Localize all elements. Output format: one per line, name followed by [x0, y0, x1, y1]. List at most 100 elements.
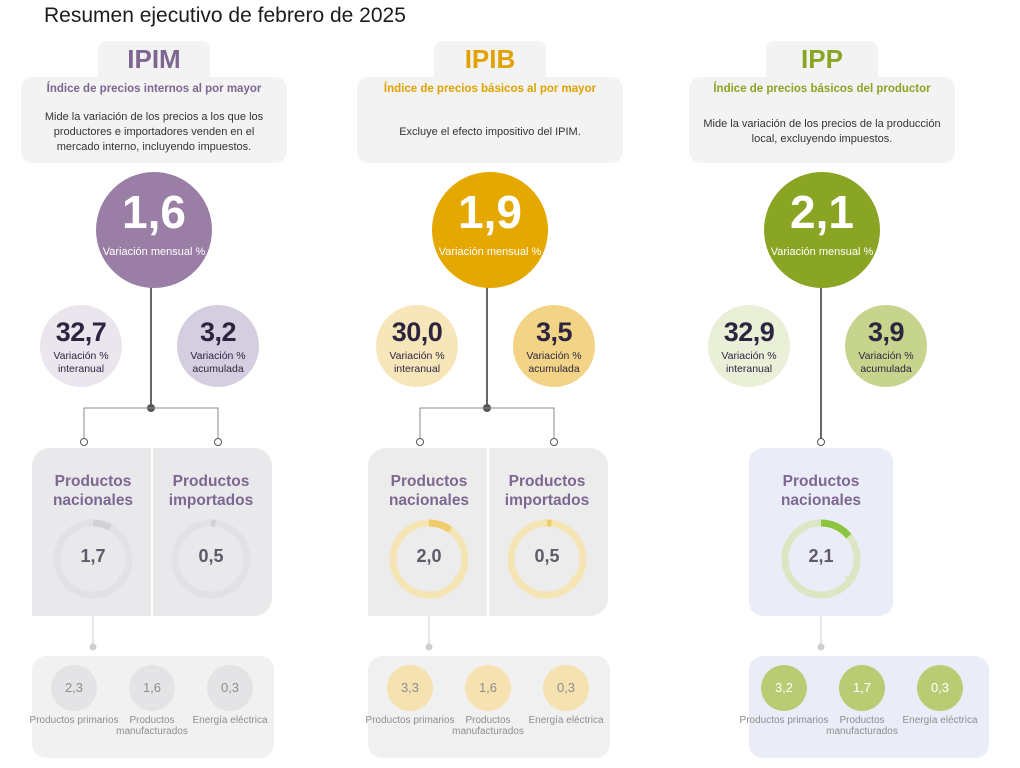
interannual-value: 32,9: [723, 317, 775, 347]
product-variation-value: 2,0: [416, 546, 442, 566]
product-ring-progress: [389, 519, 469, 599]
product-variation-value: 0,5: [198, 546, 224, 566]
breakdown-circle: 1,6: [465, 665, 511, 711]
product-ring-progress: [171, 519, 251, 599]
monthly-variation-value: 1,6: [122, 186, 186, 238]
monthly-variation-circle: 2,1 Variación mensual %: [764, 172, 880, 288]
breakdown-box: 3,3 Productos primarios 1,6 Productos manuf…: [366, 656, 610, 758]
product-ring-arrowhead: [235, 575, 247, 587]
breakdown-circle: 3,2: [761, 665, 807, 711]
breakdown-label: Productos manufacturados: [452, 715, 524, 737]
monthly-variation-value: 1,9: [458, 186, 522, 238]
cumulative-value: 3,9: [867, 317, 905, 347]
sub-link-dot: [425, 643, 433, 651]
branch-node-right: [214, 438, 222, 446]
product-ring: [389, 519, 469, 599]
products-box: Productos nacionales 2,1: [749, 448, 893, 616]
interannual-value: 32,7: [55, 317, 107, 347]
monthly-variation-circle: 1,6 Variación mensual %: [96, 172, 212, 288]
monthly-variation-label: Variación mensual %: [438, 246, 542, 258]
index-subtitle: Índice de precios internos al por mayor: [46, 83, 262, 95]
branch-node-left: [416, 438, 424, 446]
breakdown-circle: 0,3: [917, 665, 963, 711]
index-description: Excluye el efecto impositivo del IPIM.: [399, 125, 581, 138]
monthly-variation-label: Variación mensual %: [102, 246, 206, 258]
breakdown-label: Productos manufacturados: [826, 715, 898, 737]
product-variation-value: 1,7: [80, 546, 106, 566]
index-description: Mide la variación de los precios a los q…: [44, 110, 264, 153]
connector-lines: [416, 285, 558, 651]
product-ring: [507, 519, 587, 599]
product-ring: [171, 519, 251, 599]
breakdown-circle: 1,6: [129, 665, 175, 711]
breakdown-label: Productos primarios: [29, 715, 119, 726]
column-ipim: IPIM Índice de precios internos al por ma…: [3, 0, 303, 768]
index-subtitle: Índice de precios básicos del productor: [713, 83, 931, 95]
products-divider: [151, 448, 153, 616]
product-title: Productos nacionales: [780, 473, 862, 509]
product-variation-value: 2,1: [808, 546, 834, 566]
breakdown-circle: 0,3: [543, 665, 589, 711]
sub-link-dot: [89, 643, 97, 651]
breakdown-label: Energía eléctrica: [902, 715, 978, 726]
index-info-card: Índice de precios internos al por mayor M…: [21, 77, 287, 163]
interannual-variation-circle: 32,7 Variación % interanual: [40, 305, 122, 387]
interannual-label: Variación % interanual: [721, 350, 777, 375]
connector-lines: [817, 285, 825, 651]
product-title: Productos nacionales: [52, 473, 134, 509]
cumulative-value: 3,5: [535, 317, 573, 347]
cumulative-variation-circle: 3,5 Variación % acumulada: [513, 305, 595, 387]
product-ring: [781, 519, 861, 599]
index-tab-ipp: IPP: [766, 41, 878, 77]
product-title: Productos importados: [168, 473, 254, 509]
interannual-variation-circle: 32,9 Variación % interanual: [708, 305, 790, 387]
product-title: Productos nacionales: [388, 473, 470, 509]
product-ring: [53, 519, 133, 599]
branch-node: [817, 438, 825, 446]
cumulative-variation-circle: 3,9 Variación % acumulada: [845, 305, 927, 387]
breakdown-label: Productos primarios: [739, 715, 829, 726]
cumulative-label: Variación % acumulada: [526, 350, 582, 375]
index-info-card: Índice de precios básicos al por mayor Ex…: [357, 77, 623, 163]
product-ring-progress: [507, 519, 587, 599]
product-ring-progress: [53, 519, 133, 599]
breakdown-circle: 3,3: [387, 665, 433, 711]
branch-node-left: [80, 438, 88, 446]
page-title: Resumen ejecutivo de febrero de 2025: [44, 4, 406, 27]
monthly-variation-value: 2,1: [790, 186, 854, 238]
index-tab-ipim: IPIM: [98, 41, 210, 77]
branch-node-right: [550, 438, 558, 446]
index-description: Mide la variación de los precios de la p…: [703, 118, 941, 145]
products-box: Productos nacionales 2,0 Productos importa…: [368, 448, 608, 616]
product-ring-progress: [781, 519, 861, 599]
product-ring-arrowhead: [117, 575, 129, 587]
cumulative-label: Variación % acumulada: [858, 350, 914, 375]
index-subtitle: Índice de precios básicos al por mayor: [383, 83, 597, 95]
interannual-label: Variación % interanual: [389, 350, 445, 375]
product-title: Productos importados: [504, 473, 590, 509]
breakdown-label: Productos manufacturados: [116, 715, 188, 737]
monthly-variation-circle: 1,9 Variación mensual %: [432, 172, 548, 288]
index-tab-ipib: IPIB: [434, 41, 546, 77]
product-ring-arrowhead: [845, 575, 857, 587]
cumulative-value: 3,2: [199, 317, 237, 347]
breakdown-box: 2,3 Productos primarios 1,6 Productos manuf…: [30, 656, 274, 758]
product-ring-arrowhead: [571, 575, 583, 587]
connector-lines: [80, 285, 222, 651]
column-ipib: IPIB Índice de precios básicos al por may…: [339, 0, 639, 768]
breakdown-label: Energía eléctrica: [528, 715, 604, 726]
product-variation-value: 0,5: [534, 546, 560, 566]
breakdown-circle: 1,7: [839, 665, 885, 711]
cumulative-label: Variación % acumulada: [190, 350, 246, 375]
branch-line: [83, 407, 219, 441]
breakdown-label: Energía eléctrica: [192, 715, 268, 726]
branch-line: [419, 407, 555, 441]
interannual-variation-circle: 30,0 Variación % interanual: [376, 305, 458, 387]
column-ipp: IPP Índice de precios básicos del product…: [671, 0, 989, 768]
breakdown-label: Productos primarios: [365, 715, 455, 726]
products-divider: [487, 448, 489, 616]
products-box: Productos nacionales 1,7 Productos importa…: [32, 448, 272, 616]
cumulative-variation-circle: 3,2 Variación % acumulada: [177, 305, 259, 387]
product-ring-arrowhead: [453, 575, 465, 587]
interannual-value: 30,0: [391, 317, 443, 347]
